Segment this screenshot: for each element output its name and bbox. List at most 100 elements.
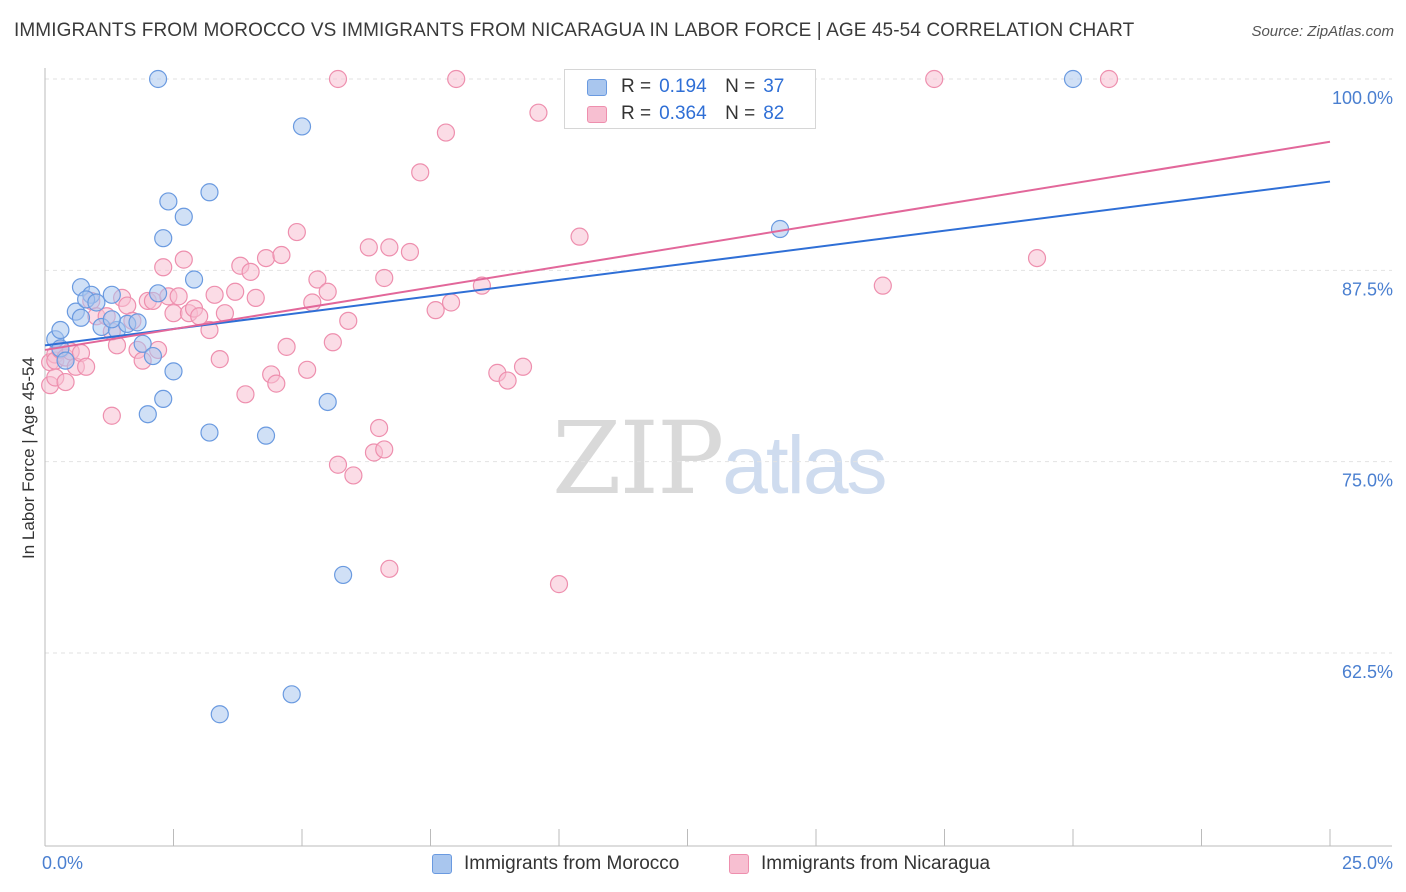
data-point-nicaragua	[169, 287, 188, 306]
data-point-nicaragua	[323, 333, 342, 352]
bottom-legend-nicaragua[interactable]: Immigrants from Nicaragua	[729, 851, 990, 877]
data-point-nicaragua	[513, 357, 533, 376]
data-point-morocco	[159, 192, 178, 211]
data-point-nicaragua	[256, 248, 276, 268]
data-point-morocco	[184, 270, 204, 289]
data-point-nicaragua	[447, 69, 466, 89]
data-point-morocco	[210, 705, 229, 724]
data-point-nicaragua	[344, 466, 363, 485]
data-point-nicaragua	[328, 69, 348, 89]
data-point-nicaragua	[426, 301, 445, 320]
y-tick-label: 62.5%	[1342, 662, 1393, 682]
data-point-nicaragua	[298, 360, 317, 379]
data-point-nicaragua	[1099, 69, 1119, 89]
data-point-morocco	[282, 685, 301, 704]
trend-lines	[44, 140, 1331, 351]
y-tick-label: 87.5%	[1342, 279, 1393, 299]
data-point-nicaragua	[56, 372, 75, 392]
bottom-legend-swatch-nicaragua	[729, 854, 749, 874]
bottom-legend-label-nicaragua: Immigrants from Nicaragua	[761, 853, 991, 874]
data-point-morocco	[154, 229, 173, 248]
legend-swatch-nicaragua	[587, 105, 607, 123]
data-point-morocco	[133, 334, 152, 353]
data-point-nicaragua	[359, 238, 378, 257]
data-point-nicaragua	[287, 222, 306, 242]
data-point-nicaragua	[380, 559, 399, 578]
data-point-nicaragua	[246, 288, 265, 307]
y-tick-label: 75.0%	[1342, 471, 1393, 491]
legend-n-label: N =	[725, 103, 756, 124]
legend-n-value: 37	[763, 76, 785, 97]
data-point-nicaragua	[570, 227, 589, 246]
data-point-nicaragua	[174, 250, 193, 269]
data-point-nicaragua	[380, 238, 399, 257]
bottom-legend-morocco[interactable]: Immigrants from Morocco	[432, 851, 679, 877]
tick-labels: 62.5% 75.0% 87.5% 100.0% 0.0% 25.0%	[42, 88, 1393, 873]
data-point-nicaragua	[375, 268, 394, 288]
data-point-nicaragua	[210, 350, 229, 369]
data-point-morocco	[256, 426, 276, 445]
data-point-morocco	[138, 405, 157, 424]
data-point-morocco	[334, 565, 353, 585]
data-point-morocco	[128, 313, 147, 332]
bottom-legend-swatch-morocco	[432, 854, 452, 874]
data-point-nicaragua	[102, 406, 121, 425]
trend-line-nicaragua	[44, 140, 1331, 351]
legend-n-value: 82	[763, 103, 785, 124]
data-point-nicaragua	[411, 163, 430, 182]
data-point-morocco	[143, 346, 163, 366]
data-point-morocco	[87, 293, 106, 312]
data-point-nicaragua	[205, 285, 224, 304]
data-point-nicaragua	[436, 123, 456, 142]
data-point-nicaragua	[400, 242, 420, 262]
data-point-nicaragua	[318, 282, 337, 301]
legend-r-value: 0.194	[659, 76, 707, 97]
data-point-nicaragua	[498, 371, 517, 390]
data-point-nicaragua	[441, 293, 461, 312]
data-point-nicaragua	[226, 282, 245, 301]
legend-swatch-morocco	[587, 78, 607, 96]
chart-title: IMMIGRANTS FROM MOROCCO VS IMMIGRANTS FR…	[14, 20, 1135, 41]
data-point-morocco	[148, 284, 168, 303]
data-point-nicaragua	[529, 103, 548, 122]
data-point-morocco	[154, 389, 173, 409]
legend-r-label: R =	[621, 103, 652, 124]
data-point-morocco	[51, 320, 70, 340]
data-point-nicaragua	[118, 296, 137, 315]
data-points	[41, 69, 1119, 724]
data-point-nicaragua	[236, 385, 255, 404]
data-point-nicaragua	[375, 440, 394, 459]
legend-row-morocco: R = 0.194 N = 37	[587, 74, 784, 100]
data-point-nicaragua	[77, 357, 96, 376]
bottom-legend-label-morocco: Immigrants from Morocco	[464, 853, 680, 874]
legend: R = 0.194 N = 37 R = 0.364 N = 82	[564, 69, 816, 129]
y-axis-label: In Labor Force | Age 45-54	[19, 357, 38, 559]
legend-n-label: N =	[725, 76, 756, 97]
data-point-morocco	[318, 392, 337, 412]
data-point-morocco	[164, 362, 183, 381]
data-point-morocco	[200, 183, 219, 202]
y-tick-label: 100.0%	[1332, 88, 1393, 108]
data-point-morocco	[71, 308, 91, 327]
data-point-morocco	[200, 423, 219, 442]
data-point-nicaragua	[370, 418, 389, 438]
data-point-morocco	[1063, 69, 1083, 89]
data-point-nicaragua	[549, 575, 569, 594]
source-credit: Source: ZipAtlas.com	[1251, 23, 1394, 40]
x-tick-label: 0.0%	[42, 853, 83, 873]
data-point-morocco	[102, 310, 121, 329]
data-point-nicaragua	[277, 337, 296, 356]
x-tick-label: 25.0%	[1342, 853, 1393, 873]
watermark: ZIPatlas	[552, 400, 888, 517]
data-point-nicaragua	[308, 270, 327, 289]
legend-r-value: 0.364	[659, 103, 707, 124]
data-point-nicaragua	[339, 311, 358, 330]
data-point-morocco	[292, 117, 312, 136]
watermark-atlas: atlas	[722, 420, 887, 511]
data-point-nicaragua	[328, 455, 348, 474]
data-point-nicaragua	[154, 258, 173, 277]
data-point-morocco	[174, 207, 193, 226]
watermark-zip: ZIP	[552, 400, 724, 517]
data-point-nicaragua	[267, 374, 286, 393]
